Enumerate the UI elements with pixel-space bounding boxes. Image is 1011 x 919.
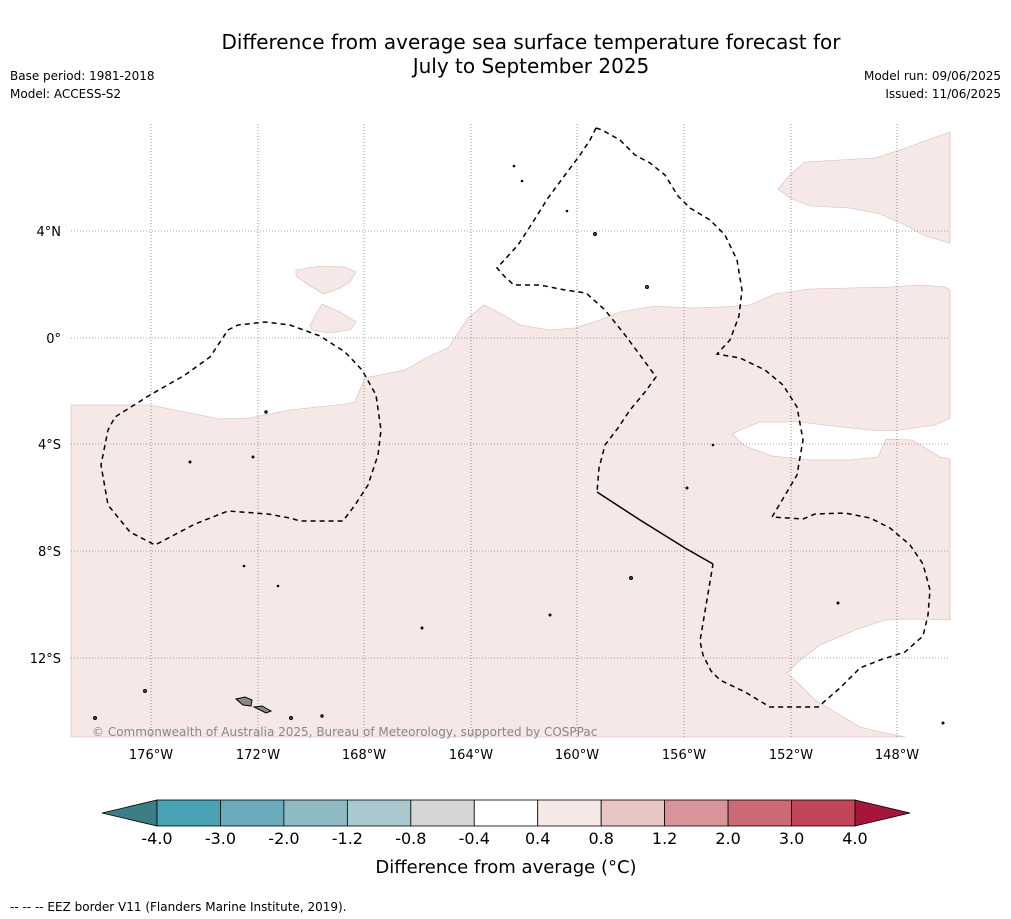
island-samoa-1 <box>234 696 253 707</box>
colorbar-tick-label: 0.8 <box>588 829 613 848</box>
lat-label-8s: 8°S <box>38 545 61 560</box>
colorbar-segment <box>664 799 729 827</box>
anomaly-patch-1 <box>295 265 357 295</box>
copyright-notice: © Commonwealth of Australia 2025, Bureau… <box>92 725 597 739</box>
model-name: Model: ACCESS-S2 <box>10 87 122 101</box>
lon-label-176w: 176°W <box>129 748 173 763</box>
island-samoa-2 <box>252 705 273 714</box>
colorbar-tick-label: 1.2 <box>652 829 677 848</box>
eez-borders <box>100 127 931 708</box>
lat-label-12s: 12°S <box>30 652 61 667</box>
colorbar-segment <box>791 799 856 827</box>
colorbar-segment <box>220 799 285 827</box>
longitude-labels: 176°W 172°W 168°W 164°W 160°W 156°W 152°… <box>129 748 919 763</box>
meta-right: Model run: 09/06/2025 Issued: 11/06/2025 <box>864 67 1001 103</box>
lon-label-160w: 160°W <box>555 748 599 763</box>
colorbar-segment <box>283 799 348 827</box>
issued-date: Issued: 11/06/2025 <box>885 87 1001 101</box>
lon-label-156w: 156°W <box>662 748 706 763</box>
title-line-2: July to September 2025 <box>412 54 650 78</box>
eez-phoenix <box>495 127 657 493</box>
colorbar-segments <box>156 799 856 827</box>
base-period: Base period: 1981-2018 <box>10 69 155 83</box>
colorbar-tick-label: -1.2 <box>332 829 363 848</box>
eez-kiribati-gilbert <box>100 321 382 546</box>
islands <box>93 164 945 725</box>
eez-kiribati-line <box>595 127 931 708</box>
lon-label-148w: 148°W <box>875 748 919 763</box>
colorbar-tick-labels: -4.0 -3.0 -2.0 -1.2 -0.8 -0.4 0.4 0.8 1.2 2.0 3.0 4… <box>141 829 867 848</box>
colorbar-segment <box>346 799 412 827</box>
anomaly-patch-2 <box>309 303 357 334</box>
colorbar-segment <box>156 799 221 827</box>
colorbar-tick-label: 0.4 <box>525 829 550 848</box>
colorbar-tick-label: -4.0 <box>141 829 172 848</box>
colorbar-tick-label: -2.0 <box>268 829 299 848</box>
title-line-1: Difference from average sea surface temp… <box>221 30 841 54</box>
lon-label-152w: 152°W <box>769 748 813 763</box>
eez-solid-segment <box>596 491 714 565</box>
colorbar-segment <box>537 799 602 827</box>
lat-label-4s: 4°S <box>38 438 61 453</box>
colorbar-segment <box>473 799 539 827</box>
colorbar-tick-label: 3.0 <box>779 829 804 848</box>
colorbar-tick-label: -0.8 <box>395 829 426 848</box>
lat-label-0: 0° <box>46 332 61 347</box>
eez-footnote: -- -- -- EEZ border V11 (Flanders Marine… <box>10 900 347 914</box>
colorbar-high-extend <box>854 799 911 827</box>
lon-label-172w: 172°W <box>236 748 280 763</box>
colorbar-segment <box>600 799 666 827</box>
map-title: Difference from average sea surface temp… <box>0 30 1011 78</box>
anomaly-region-northeast <box>777 131 951 244</box>
map-area: © Commonwealth of Australia 2025, Bureau… <box>70 124 951 739</box>
colorbar-tick-label: -0.4 <box>459 829 490 848</box>
colorbar-low-extend <box>101 799 158 827</box>
graticule <box>71 124 950 737</box>
colorbar: -4.0 -3.0 -2.0 -1.2 -0.8 -0.4 0.4 0.8 1.2 2.0 3.0 4… <box>101 799 911 878</box>
colorbar-segment <box>410 799 475 827</box>
lon-label-168w: 168°W <box>342 748 386 763</box>
colorbar-tick-label: 4.0 <box>842 829 867 848</box>
anomaly-region-south <box>70 284 951 738</box>
colorbar-tick-label: -3.0 <box>205 829 236 848</box>
lat-label-4n: 4°N <box>37 225 62 240</box>
colorbar-tick-label: 2.0 <box>715 829 740 848</box>
latitude-labels: 4°N 0° 4°S 8°S 12°S <box>30 225 61 667</box>
colorbar-title: Difference from average (°C) <box>375 857 636 878</box>
colorbar-segment <box>727 799 792 827</box>
meta-left: Base period: 1981-2018 Model: ACCESS-S2 <box>10 67 155 103</box>
model-run: Model run: 09/06/2025 <box>863 69 1001 83</box>
lon-label-164w: 164°W <box>449 748 493 763</box>
